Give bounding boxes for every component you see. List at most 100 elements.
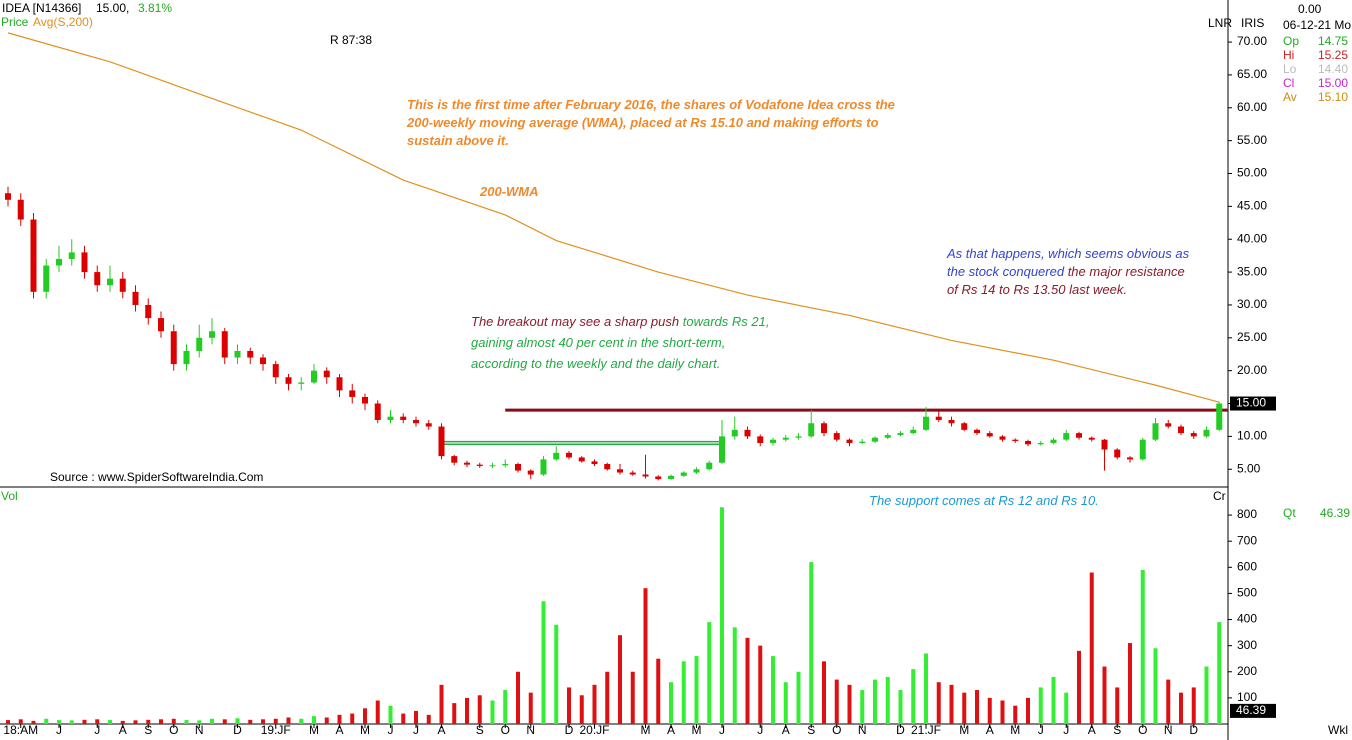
candle-body (617, 469, 623, 473)
candle-body (668, 475, 674, 480)
y-tick-label: 60.00 (1237, 100, 1267, 114)
annotation: As that happens, which seems obvious as (946, 246, 1190, 261)
y-tick-label: 45.00 (1237, 199, 1267, 213)
candle-body (821, 423, 827, 434)
volume-bar (1217, 622, 1222, 724)
x-tick-label: M (641, 723, 651, 737)
volume-bar (95, 719, 100, 724)
candle-body (884, 435, 891, 438)
volume-bar (375, 700, 380, 724)
info-label: Op (1283, 34, 1299, 48)
candle-body (400, 416, 407, 420)
candle-body (1190, 433, 1197, 437)
volume-bar (120, 720, 125, 724)
volume-bar (771, 656, 775, 724)
candle-body (1063, 433, 1070, 440)
volume-bar (758, 645, 763, 724)
candle-body (183, 350, 190, 365)
x-tick-label: M (959, 723, 969, 737)
volume-bar (490, 700, 495, 724)
x-tick-label: M (1010, 723, 1020, 737)
volume-bar (720, 507, 724, 724)
volume-label: Vol (1, 489, 18, 503)
candle-body (859, 441, 866, 443)
volume-bar (1115, 687, 1120, 724)
volume-bar (618, 635, 622, 724)
volume-bar (57, 720, 61, 724)
volume-tick-label: 200 (1237, 664, 1257, 678)
volume-bar (1051, 676, 1056, 724)
annotation: This is the first time after February 20… (407, 97, 895, 112)
volume-bar (847, 684, 852, 724)
volume-bar (707, 622, 712, 724)
toolbar-item[interactable]: LNR (1208, 16, 1232, 30)
candle-body (209, 331, 215, 338)
volume-bar (18, 719, 23, 724)
volume-bar (248, 719, 253, 724)
x-tick-label: J (1038, 723, 1044, 737)
candle-body (425, 423, 432, 427)
qt-value: 46.39 (1320, 506, 1350, 520)
candle-body (782, 437, 789, 440)
info-label: Lo (1283, 62, 1297, 76)
volume-bar (1166, 679, 1171, 724)
annotation-segment: the major resistance (1064, 264, 1185, 279)
volume-bar (1000, 700, 1005, 724)
volume-bar (452, 703, 457, 724)
candle-body (81, 252, 88, 273)
volume-bar (82, 719, 87, 724)
volume-bar (898, 690, 903, 724)
toolbar-item[interactable]: IRIS (1241, 16, 1264, 30)
volume-bar (312, 716, 316, 724)
volume-bar (503, 690, 508, 724)
volume-tick-label: 400 (1237, 612, 1257, 626)
moving-average (7, 32, 1220, 403)
volume-bar (299, 718, 304, 724)
volume-bar (69, 720, 74, 724)
volume-bar (656, 658, 661, 724)
info-number: 14.75 (1318, 34, 1348, 48)
volume-bar (261, 719, 265, 724)
volume-bar (235, 718, 240, 724)
volume-tick-label: 500 (1237, 586, 1257, 600)
volume-bar (1026, 697, 1030, 724)
cursor-readout: R 87:38 (330, 33, 372, 47)
symbol: IDEA [N14366] (2, 1, 81, 15)
x-tick-label: D (233, 723, 242, 737)
candle-body (119, 278, 126, 292)
annotation-segment: gaining almost 40 per cent in the short-… (471, 335, 725, 350)
x-tick-label: O (832, 723, 841, 737)
volume-bar (6, 720, 10, 724)
annotation: the stock conquered the major resistance (947, 264, 1185, 279)
info-label: Hi (1283, 48, 1294, 62)
candle-body (221, 331, 228, 358)
volume-bar (528, 692, 533, 724)
x-tick-label: A (335, 723, 343, 737)
info-number: 15.00 (1318, 76, 1348, 90)
x-tick-label: J (413, 723, 419, 737)
y-tick-label: 40.00 (1237, 231, 1267, 245)
volume-bar (1102, 666, 1107, 724)
volume-bar (210, 718, 214, 724)
volume-bar (388, 705, 393, 724)
last-volume-box (1230, 703, 1276, 718)
annotation: of Rs 14 to Rs 13.50 last week. (947, 282, 1127, 297)
volume-bar (962, 692, 967, 724)
x-tick-label: A (1088, 723, 1096, 737)
candle-body (719, 436, 725, 463)
candle-body (540, 459, 547, 475)
volume-bar (184, 720, 189, 724)
candle-body (948, 419, 955, 424)
x-tick-label: O (1138, 723, 1147, 737)
info-label: Cl (1283, 76, 1294, 90)
candle-body (770, 439, 776, 443)
volume-bar (1140, 569, 1145, 724)
candle-body (744, 429, 751, 437)
y-tick-label: 65.00 (1237, 67, 1267, 81)
annotation-segment: the stock conquered (947, 264, 1065, 279)
candle-body (260, 357, 266, 365)
source: Source : www.SpiderSoftwareIndia.Com (50, 470, 263, 484)
info-date: 06-12-21 Mo (1283, 18, 1351, 32)
x-tick-label: A (782, 723, 790, 737)
